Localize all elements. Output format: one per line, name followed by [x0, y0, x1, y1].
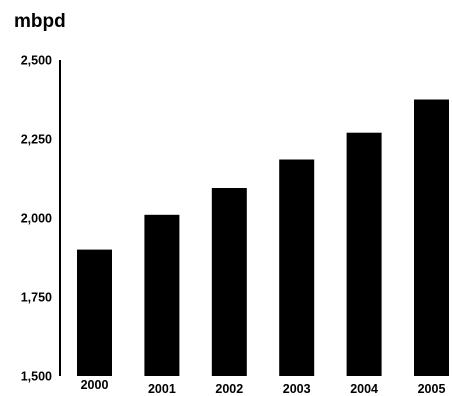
bar-2001: [144, 214, 180, 376]
bar-2005: [414, 99, 449, 376]
x-tick-label: 2003: [283, 382, 311, 396]
x-tick-label: 2005: [418, 382, 446, 396]
y-tick-label: 2,500: [21, 54, 52, 68]
bar-2002: [211, 188, 247, 376]
y-tick-label: 1,500: [21, 370, 52, 384]
y-tick-label: 2,250: [21, 133, 52, 147]
bar-2003: [279, 159, 315, 376]
bar-2000: [77, 249, 112, 376]
x-axis: 2000 2001 2002 2003 2004 2005: [81, 378, 446, 396]
bar-2004: [346, 132, 382, 376]
x-tick-label: 2000: [81, 378, 109, 392]
y-tick-label: 1,750: [21, 291, 52, 305]
unit-label: mbpd: [14, 11, 66, 32]
bars: [77, 99, 449, 376]
y-tick-label: 2,000: [21, 212, 52, 226]
y-axis: 1,500 1,750 2,000 2,250 2,500: [21, 54, 61, 384]
x-tick-label: 2002: [215, 382, 243, 396]
x-tick-label: 2004: [350, 382, 378, 396]
x-tick-label: 2001: [148, 382, 176, 396]
